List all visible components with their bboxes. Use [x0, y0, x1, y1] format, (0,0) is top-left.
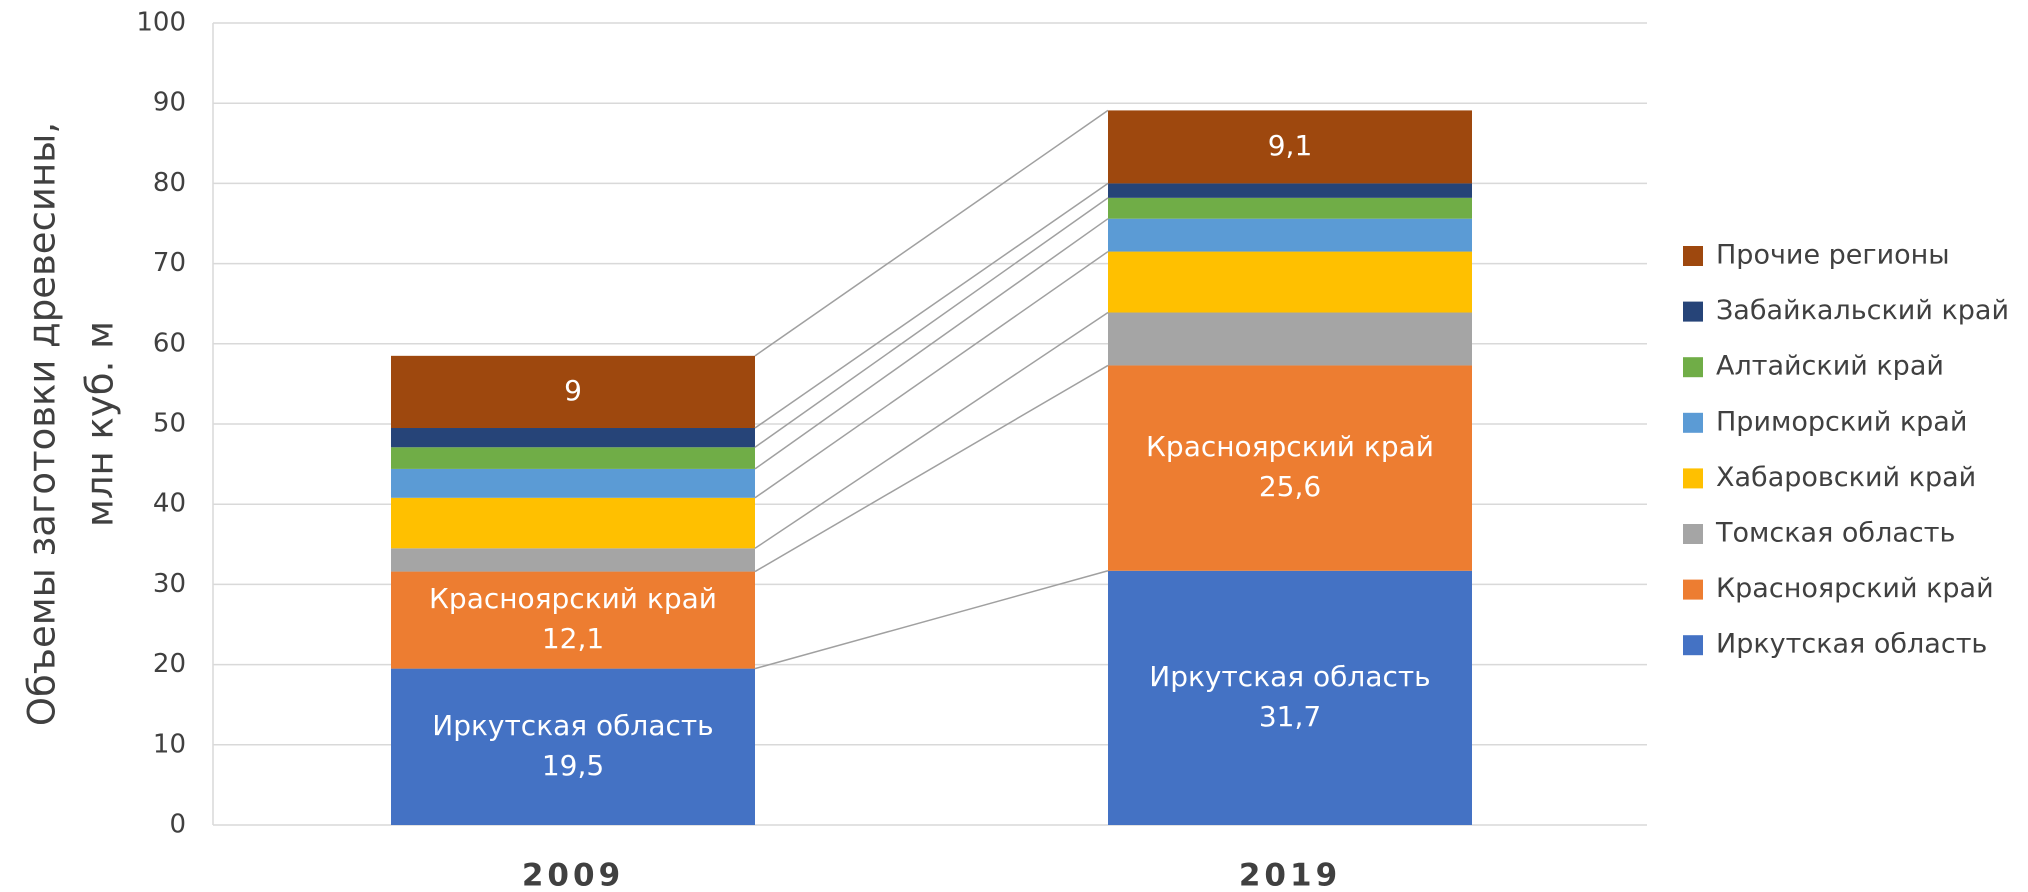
bar-segment [391, 497, 755, 549]
segment-name-label: Иркутская область [1149, 660, 1430, 693]
y-tick-label: 50 [153, 409, 186, 439]
connector-line [754, 182, 1109, 429]
bar-segment [1108, 197, 1472, 219]
bar-segment [391, 428, 755, 448]
y-tick-label: 60 [153, 328, 186, 358]
y-axis-title: Объемы заготовки древесины, млн куб. м [21, 122, 122, 726]
legend-swatch [1683, 579, 1703, 600]
y-tick-label: 40 [153, 489, 186, 519]
connector-line [754, 109, 1109, 357]
data-label: 9 [564, 374, 582, 407]
y-tick-label: 0 [169, 810, 186, 840]
legend-label: Алтайский край [1716, 351, 1944, 382]
segment-name-label: Иркутская область [432, 709, 713, 742]
legend-label: Томская область [1715, 518, 1955, 549]
legend-swatch [1683, 524, 1703, 544]
y-tick-label: 30 [153, 569, 186, 599]
segment-name-label: Красноярский край [1146, 430, 1434, 463]
bar-segment [1108, 251, 1472, 313]
legend-label: Прочие регионы [1716, 240, 1950, 271]
connector-line [754, 364, 1109, 573]
y-axis-title-line: млн куб. м [79, 321, 122, 527]
data-label: 9,1 [1268, 129, 1313, 162]
bar-segment [391, 355, 755, 429]
connector-line [754, 250, 1109, 499]
legend-label: Иркутская область [1716, 629, 1987, 660]
bar-segment [1108, 570, 1472, 825]
y-axis-title-line: Объемы заготовки древесины, [21, 122, 64, 726]
legend-swatch [1683, 357, 1703, 378]
y-tick-label: 90 [153, 88, 186, 118]
bar-segment [1108, 365, 1472, 571]
legend-swatch [1683, 468, 1703, 489]
data-label: 12,1 [542, 622, 604, 655]
data-label: 25,6 [1259, 470, 1321, 503]
legend-swatch [1683, 635, 1703, 656]
y-tick-label: 10 [153, 729, 186, 759]
legend-swatch [1683, 412, 1703, 433]
bar-segment [1108, 183, 1472, 198]
y-tick-label: 100 [136, 8, 186, 38]
segment-name-label: Красноярский край [429, 582, 717, 615]
bar-segment [1108, 110, 1472, 184]
legend-label: Красноярский край [1716, 573, 1994, 604]
bar-segment [1108, 312, 1472, 366]
legend-label: Приморский край [1716, 406, 1967, 437]
bar-segment [391, 548, 755, 572]
bar-segment [391, 447, 755, 469]
connector-line [754, 311, 1109, 549]
x-tick-label: 2009 [522, 858, 624, 892]
connector-line [754, 570, 1109, 670]
data-label: 19,5 [542, 749, 604, 782]
connector-line [754, 218, 1109, 470]
data-label: 31,7 [1259, 700, 1321, 733]
x-tick-label: 2019 [1239, 858, 1341, 892]
bar-segment [391, 668, 755, 825]
legend-swatch [1683, 246, 1703, 266]
connector-line [754, 197, 1109, 448]
bar-segment [391, 571, 755, 669]
legend-swatch [1683, 301, 1703, 322]
legend-label: Забайкальский край [1716, 295, 2009, 326]
y-tick-label: 80 [153, 168, 186, 198]
bar-segment [1108, 218, 1472, 252]
legend-label: Хабаровский край [1716, 462, 1976, 493]
bar-segment [391, 468, 755, 498]
y-tick-label: 20 [153, 649, 186, 679]
y-tick-label: 70 [153, 248, 186, 278]
